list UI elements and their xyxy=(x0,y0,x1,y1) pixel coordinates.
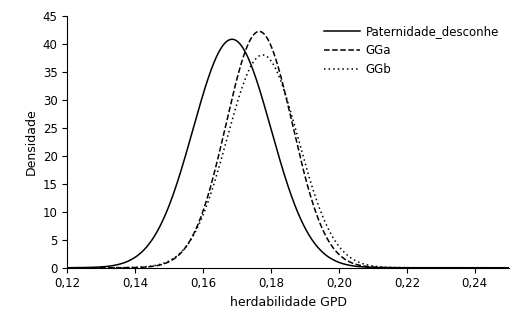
Paternidade_desconhe xyxy=(229,37,235,41)
Line: GGb: GGb xyxy=(0,55,519,268)
Paternidade_desconhe xyxy=(451,266,457,270)
GGb xyxy=(260,53,266,57)
GGa xyxy=(451,266,457,270)
GGa xyxy=(277,73,283,77)
GGa xyxy=(0,266,3,270)
Line: GGa: GGa xyxy=(0,32,519,268)
GGa xyxy=(262,33,268,37)
Paternidade_desconhe xyxy=(277,160,283,163)
GGb xyxy=(26,266,32,270)
GGb xyxy=(451,266,457,270)
X-axis label: herdabilidade GPD: herdabilidade GPD xyxy=(229,296,347,309)
Paternidade_desconhe xyxy=(26,266,32,270)
Legend: Paternidade_desconhe, GGa, GGb: Paternidade_desconhe, GGa, GGb xyxy=(321,22,503,80)
Paternidade_desconhe xyxy=(0,266,3,270)
Paternidade_desconhe xyxy=(262,106,268,110)
GGa xyxy=(26,266,32,270)
GGb xyxy=(262,54,268,57)
Y-axis label: Densidade: Densidade xyxy=(24,108,37,175)
GGb xyxy=(277,78,283,82)
GGa xyxy=(256,30,263,33)
GGb xyxy=(0,266,3,270)
Line: Paternidade_desconhe: Paternidade_desconhe xyxy=(0,39,519,268)
